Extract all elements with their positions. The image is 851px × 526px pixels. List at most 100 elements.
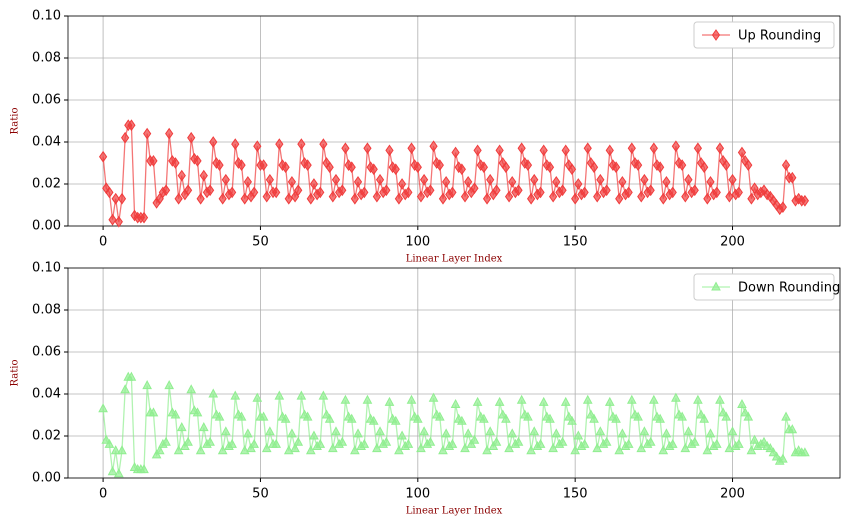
data-point — [426, 184, 435, 197]
data-point — [485, 426, 496, 436]
data-point — [284, 192, 293, 205]
data-point — [737, 146, 747, 159]
data-point — [633, 411, 643, 421]
data-point — [656, 161, 665, 174]
data-point — [582, 394, 593, 404]
data-point — [243, 176, 252, 188]
data-point — [315, 438, 326, 448]
data-point — [230, 390, 241, 400]
data-point — [700, 161, 709, 174]
data-point — [316, 186, 325, 199]
data-point — [583, 142, 592, 155]
data-point — [104, 438, 115, 448]
data-point — [508, 176, 517, 188]
data-point — [482, 192, 492, 205]
data-point — [567, 163, 577, 176]
data-point — [205, 436, 215, 446]
data-point — [722, 159, 731, 171]
data-point — [337, 436, 348, 446]
data-point — [464, 176, 473, 188]
data-point — [727, 426, 738, 436]
x-tick-label: 50 — [252, 235, 269, 250]
data-point — [236, 411, 247, 421]
data-point — [637, 190, 646, 203]
data-point — [259, 159, 268, 171]
data-point — [319, 138, 328, 150]
data-point — [429, 140, 438, 153]
data-point — [447, 438, 458, 448]
data-point — [495, 144, 504, 157]
x-tick-label: 0 — [99, 235, 107, 250]
y-tick-label: 0.00 — [32, 471, 61, 486]
data-point — [347, 161, 356, 174]
data-point — [403, 438, 414, 448]
data-point — [280, 413, 291, 423]
data-point — [450, 398, 461, 408]
data-point — [240, 192, 249, 205]
data-point — [369, 163, 378, 176]
data-point — [733, 438, 744, 448]
data-point — [557, 436, 568, 446]
data-point — [469, 434, 480, 444]
data-point — [451, 146, 460, 159]
data-point — [253, 140, 262, 153]
data-point — [406, 394, 417, 404]
data-point — [127, 119, 136, 132]
data-point — [589, 413, 599, 423]
data-point — [441, 428, 451, 438]
data-point — [198, 422, 209, 432]
data-point — [375, 173, 385, 186]
data-point — [604, 396, 615, 406]
y-tick-label: 0.08 — [32, 303, 61, 318]
data-point — [626, 394, 637, 404]
data-point — [567, 415, 577, 425]
data-point — [800, 194, 810, 207]
data-point — [457, 415, 467, 425]
data-point — [243, 428, 253, 438]
data-point — [340, 394, 351, 404]
data-point — [448, 186, 457, 199]
data-point — [195, 445, 206, 455]
data-point — [517, 142, 526, 155]
data-point — [404, 186, 413, 199]
y-tick-label: 0.10 — [32, 9, 61, 24]
data-point — [749, 434, 760, 444]
data-point — [293, 436, 304, 446]
markers — [98, 119, 810, 228]
data-point — [111, 192, 120, 205]
data-point — [412, 413, 423, 423]
y-tick-label: 0.06 — [32, 345, 61, 360]
data-point — [655, 413, 665, 423]
data-point — [375, 426, 385, 436]
data-point — [208, 388, 219, 398]
data-point — [646, 184, 655, 197]
data-point — [460, 190, 470, 203]
data-point — [778, 453, 788, 463]
data-point — [368, 415, 379, 425]
data-point — [199, 169, 208, 182]
data-point — [659, 192, 668, 205]
data-point — [193, 155, 202, 167]
data-point — [231, 138, 240, 150]
data-point — [611, 161, 621, 174]
data-point — [275, 138, 284, 150]
data-point — [781, 411, 791, 421]
data-point — [390, 415, 401, 425]
x-tick-label: 150 — [563, 487, 588, 502]
data-point — [605, 144, 614, 157]
x-axis-label: Linear Layer Index — [406, 506, 503, 517]
data-point — [363, 142, 372, 155]
data-point — [303, 159, 312, 171]
data-point — [271, 438, 282, 448]
data-point — [425, 436, 436, 446]
data-point — [165, 127, 174, 140]
data-point — [407, 142, 416, 155]
data-point — [640, 173, 649, 186]
data-point — [306, 192, 315, 205]
data-point — [693, 394, 703, 404]
data-point — [331, 426, 341, 436]
data-point — [435, 411, 445, 421]
data-point — [353, 176, 363, 188]
y-tick-label: 0.02 — [32, 177, 61, 192]
